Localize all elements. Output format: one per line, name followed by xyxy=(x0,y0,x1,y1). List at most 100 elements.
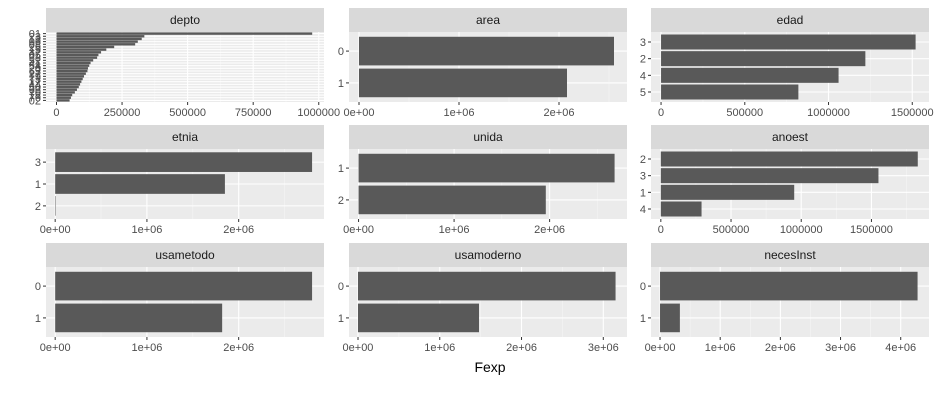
y-tick-label: 0 xyxy=(640,281,646,293)
bar-depto-13 xyxy=(56,37,142,41)
bar-etnia-3 xyxy=(55,152,313,172)
y-tick-label: 0 xyxy=(338,46,344,58)
y-tick-label: 41 xyxy=(29,58,41,70)
bar-usametodo-1 xyxy=(55,303,223,333)
x-tick-label: 1000000 xyxy=(807,107,850,119)
facet-strip-label: depto xyxy=(170,13,200,27)
facet-strip-label: usametodo xyxy=(155,248,215,262)
facet-strip-label: etnia xyxy=(172,130,198,144)
x-tick-label: 1e+06 xyxy=(131,224,162,236)
x-tick-label: 0e+00 xyxy=(40,342,71,354)
bar-depto-63 xyxy=(56,69,88,73)
y-tick-label: 2 xyxy=(640,54,646,66)
y-tick-label: 01 xyxy=(29,29,41,41)
bar-area-0 xyxy=(359,36,614,66)
y-tick-label: 23 xyxy=(29,31,41,43)
y-tick-label: 15 xyxy=(29,45,41,57)
bar-depto-73 xyxy=(56,77,83,81)
bar-depto-41 xyxy=(56,61,91,65)
y-tick-label: 0 xyxy=(35,281,41,293)
bar-depto-50 xyxy=(56,85,79,89)
bar-usamoderno-0 xyxy=(357,271,616,301)
x-tick-label: 0e+00 xyxy=(343,342,374,354)
y-tick-label: 3 xyxy=(35,157,41,169)
y-tick-label: 25 xyxy=(29,42,41,54)
x-tick-label: 2e+06 xyxy=(765,342,796,354)
bar-depto-06 xyxy=(56,40,138,43)
x-tick-label: 0 xyxy=(53,107,59,119)
y-tick-label: 2 xyxy=(640,154,646,166)
facet-strip xyxy=(46,8,324,32)
facet-strip xyxy=(46,243,324,267)
bar-depto-01 xyxy=(56,32,313,35)
facet-strip xyxy=(651,243,929,267)
y-tick-label: 19 xyxy=(29,71,41,83)
bar-anoest-3 xyxy=(660,168,879,184)
x-tick-label: 1e+06 xyxy=(705,342,736,354)
bar-necesInst-0 xyxy=(660,271,918,301)
y-tick-label: 18 xyxy=(29,90,41,102)
y-tick-label: 08 xyxy=(29,39,41,51)
x-tick-label: 2e+06 xyxy=(506,342,537,354)
x-tick-label: 1e+06 xyxy=(444,107,475,119)
facet-strip-label: anoest xyxy=(772,130,809,144)
facet-panel-necesInst: necesInst 0e+00 1e+06 2e+06 3e+06 4e+06 0 1 xyxy=(640,243,929,354)
y-tick-label: 1 xyxy=(640,187,646,199)
x-tick-label: 2e+06 xyxy=(223,342,254,354)
x-tick-label: 0e+00 xyxy=(344,107,375,119)
x-tick-label: 3e+06 xyxy=(588,342,619,354)
bar-depto-70 xyxy=(56,91,75,94)
y-tick-label: 63 xyxy=(29,66,41,78)
y-tick-label: 27 xyxy=(29,69,41,81)
x-tick-label: 0 xyxy=(658,107,664,119)
y-tick-label: 1 xyxy=(35,179,41,191)
facet-strip xyxy=(349,243,627,267)
facet-strip xyxy=(349,8,627,32)
x-tick-label: 1e+06 xyxy=(131,342,162,354)
bar-depto-25 xyxy=(56,45,115,49)
bar-etnia-1 xyxy=(55,174,225,194)
x-tick-label: 3e+06 xyxy=(825,342,856,354)
bar-depto-17 xyxy=(56,80,82,83)
x-tick-label: 500000 xyxy=(726,107,763,119)
facet-strip xyxy=(651,125,929,149)
bar-depto-47 xyxy=(56,51,102,54)
x-tick-label: 1e+06 xyxy=(424,342,455,354)
y-tick-label: 1 xyxy=(338,163,344,175)
bar-necesInst-1 xyxy=(660,303,680,333)
y-tick-label: 52 xyxy=(29,55,41,67)
x-tick-label: 1000000 xyxy=(297,107,340,119)
bar-usamoderno-1 xyxy=(357,303,480,333)
bar-depto-68 xyxy=(56,56,98,59)
x-tick-label: 1000000 xyxy=(780,224,823,236)
facet-strip-label: area xyxy=(476,13,500,27)
bar-depto-08 xyxy=(56,43,136,46)
x-tick-label: 0e+00 xyxy=(40,224,71,236)
bar-edad-2 xyxy=(661,51,866,67)
bar-depto-02 xyxy=(56,99,70,102)
y-tick-label: 70 xyxy=(29,87,41,99)
bar-unida-1 xyxy=(358,153,615,183)
x-axis-title: Fexp xyxy=(474,359,505,375)
bar-depto-66 xyxy=(56,88,77,91)
x-tick-label: 0e+00 xyxy=(343,224,374,236)
facet-panel-usamoderno: usamoderno 0e+00 1e+06 2e+06 3e+06 0 1 xyxy=(338,243,627,354)
bar-depto-76 xyxy=(56,96,71,99)
facet-strip xyxy=(46,125,324,149)
facet-panel-area: area 0e+00 1e+06 2e+06 0 1 xyxy=(338,8,627,119)
x-tick-label: 500000 xyxy=(169,107,206,119)
y-tick-label: 05 xyxy=(29,50,41,62)
y-tick-label: 2 xyxy=(35,201,41,213)
bar-depto-20 xyxy=(56,67,88,70)
x-tick-label: 750000 xyxy=(235,107,272,119)
bar-depto-18 xyxy=(56,93,73,97)
facet-strip-label: edad xyxy=(777,13,804,27)
y-tick-label: 3 xyxy=(640,37,646,49)
facet-panel-anoest: anoest 0 500000 1000000 1500000 2 3 1 4 xyxy=(640,125,929,236)
facet-panel-etnia: etnia 0e+00 1e+06 2e+06 3 1 2 xyxy=(35,125,324,236)
bar-depto-54 xyxy=(56,64,90,67)
bar-unida-2 xyxy=(358,185,546,215)
